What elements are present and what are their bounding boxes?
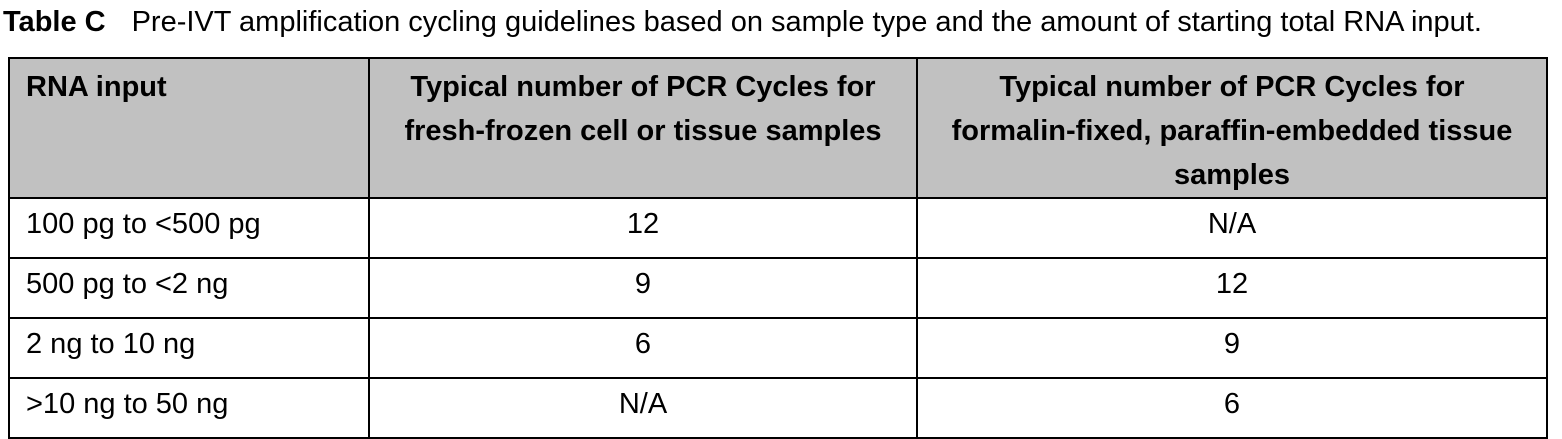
cell-ffpe-cycles: 6 bbox=[916, 377, 1548, 439]
table-row: 2 ng to 10 ng 6 9 bbox=[8, 317, 1548, 379]
table-caption-label: Table C bbox=[3, 6, 106, 38]
header-rna-input: RNA input bbox=[8, 57, 370, 199]
pre-ivt-cycling-guidelines-table: RNA input Typical number of PCR Cycles f… bbox=[8, 57, 1548, 439]
table-row: 500 pg to <2 ng 9 12 bbox=[8, 257, 1548, 319]
cell-fresh-frozen-cycles: N/A bbox=[368, 377, 918, 439]
cell-fresh-frozen-cycles: 9 bbox=[368, 257, 918, 319]
table-row: >10 ng to 50 ng N/A 6 bbox=[8, 377, 1548, 439]
cell-rna-input: 100 pg to <500 pg bbox=[8, 197, 370, 259]
header-ffpe-pcr-cycles: Typical number of PCR Cycles for formali… bbox=[916, 57, 1548, 199]
cell-fresh-frozen-cycles: 12 bbox=[368, 197, 918, 259]
cell-fresh-frozen-cycles: 6 bbox=[368, 317, 918, 379]
cell-ffpe-cycles: 9 bbox=[916, 317, 1548, 379]
cell-rna-input: 500 pg to <2 ng bbox=[8, 257, 370, 319]
cell-ffpe-cycles: N/A bbox=[916, 197, 1548, 259]
cell-rna-input: 2 ng to 10 ng bbox=[8, 317, 370, 379]
table-caption: Table C Pre-IVT amplification cycling gui… bbox=[3, 4, 1482, 40]
table-row: 100 pg to <500 pg 12 N/A bbox=[8, 197, 1548, 259]
header-row: RNA input Typical number of PCR Cycles f… bbox=[8, 57, 1548, 199]
header-fresh-frozen-pcr-cycles: Typical number of PCR Cycles for fresh-f… bbox=[368, 57, 918, 199]
cell-ffpe-cycles: 12 bbox=[916, 257, 1548, 319]
cell-rna-input: >10 ng to 50 ng bbox=[8, 377, 370, 439]
table-caption-text: Pre-IVT amplification cycling guidelines… bbox=[131, 6, 1482, 38]
